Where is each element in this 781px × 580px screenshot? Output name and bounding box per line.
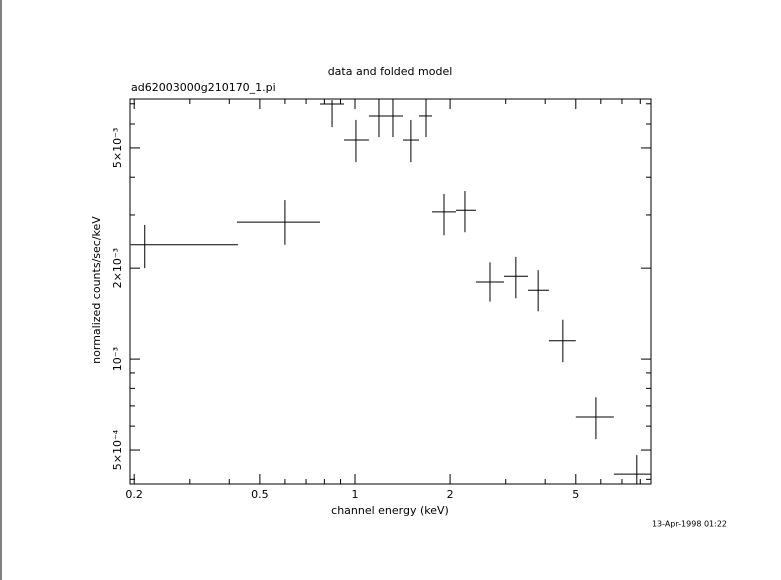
x-tick-label: 0.5 bbox=[251, 488, 269, 501]
timestamp: 13-Apr-1998 01:22 bbox=[652, 520, 727, 529]
plot-frame bbox=[129, 98, 652, 485]
y-tick-label: 10⁻³ bbox=[111, 347, 124, 371]
x-tick-label: 1 bbox=[351, 488, 358, 501]
y-axis-label: normalized counts/sec/keV bbox=[90, 216, 103, 364]
y-tick-label: 5×10⁻³ bbox=[111, 128, 124, 168]
x-axis-label: channel energy (keV) bbox=[331, 504, 449, 517]
chart-title: data and folded model bbox=[328, 65, 453, 78]
x-tick-label: 2 bbox=[447, 488, 454, 501]
chart-subtitle: ad62003000g210170_1.pi bbox=[131, 81, 276, 94]
y-tick-label: 5×10⁻⁴ bbox=[111, 429, 124, 470]
data-layer bbox=[130, 99, 651, 484]
x-tick-label: 5 bbox=[572, 488, 579, 501]
x-tick-label: 0.2 bbox=[125, 488, 143, 501]
y-tick-label: 2×10⁻³ bbox=[111, 248, 124, 288]
